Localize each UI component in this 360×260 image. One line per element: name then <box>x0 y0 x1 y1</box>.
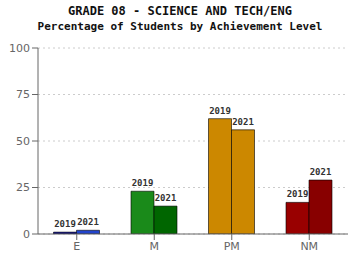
html-text:Percentage of Students by Achi: Percentage of Students by Achievement Le… <box>37 20 323 33</box>
svg-text:50: 50 <box>16 135 30 148</box>
svg-text:2019: 2019 <box>54 219 76 229</box>
svg-text:0: 0 <box>23 228 30 241</box>
svg-text:2021: 2021 <box>310 167 332 177</box>
svg-text:M: M <box>150 240 160 253</box>
svg-text:NM: NM <box>300 240 318 253</box>
svg-text:2021: 2021 <box>77 217 99 227</box>
svg-text:E: E <box>73 240 80 253</box>
svg-text:2019: 2019 <box>209 106 231 116</box>
svg-text:PM: PM <box>224 240 240 253</box>
svg-text:25: 25 <box>16 181 30 194</box>
svg-text:2021: 2021 <box>232 117 254 127</box>
svg-text:100: 100 <box>9 42 30 55</box>
svg-text:75: 75 <box>16 88 30 101</box>
svg-text:2021: 2021 <box>155 193 177 203</box>
svg-text:2019: 2019 <box>287 189 309 199</box>
html-text:GRADE 08 - SCIENCE AND TECH/EN: GRADE 08 - SCIENCE AND TECH/ENG <box>68 4 292 18</box>
svg-text:2019: 2019 <box>132 178 154 188</box>
